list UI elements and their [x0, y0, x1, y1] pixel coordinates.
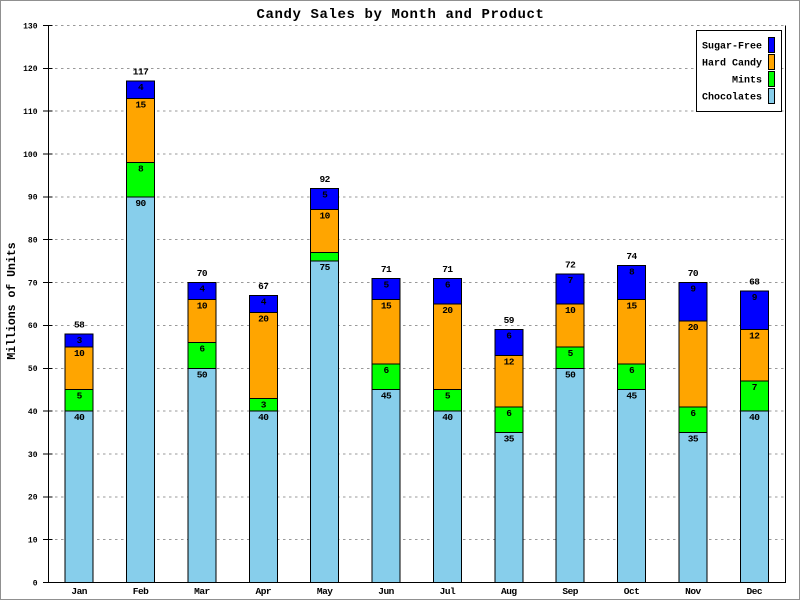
svg-text:5: 5 — [322, 189, 328, 200]
svg-text:6: 6 — [506, 408, 512, 419]
svg-text:Sugar-Free: Sugar-Free — [702, 42, 762, 53]
svg-text:15: 15 — [135, 99, 146, 110]
svg-text:50: 50 — [28, 365, 38, 374]
svg-text:Jan: Jan — [71, 586, 87, 597]
svg-text:58: 58 — [74, 319, 85, 330]
svg-text:120: 120 — [23, 65, 38, 74]
svg-text:74: 74 — [626, 251, 637, 262]
svg-text:6: 6 — [445, 279, 451, 290]
svg-text:35: 35 — [688, 434, 699, 445]
svg-text:20: 20 — [442, 305, 453, 316]
svg-text:Mar: Mar — [194, 586, 210, 597]
svg-text:9: 9 — [690, 284, 696, 295]
svg-text:20: 20 — [688, 322, 699, 333]
svg-text:30: 30 — [28, 451, 38, 460]
svg-text:5: 5 — [77, 391, 83, 402]
svg-text:75: 75 — [319, 262, 330, 273]
svg-text:8: 8 — [629, 266, 635, 277]
svg-text:72: 72 — [565, 260, 576, 271]
svg-text:4: 4 — [261, 296, 267, 307]
svg-text:Apr: Apr — [256, 586, 272, 597]
svg-text:3: 3 — [261, 399, 267, 410]
svg-text:Oct: Oct — [624, 586, 640, 597]
svg-text:Aug: Aug — [501, 586, 517, 597]
svg-text:9: 9 — [752, 292, 758, 303]
svg-text:7: 7 — [568, 275, 574, 286]
svg-text:Sep: Sep — [562, 586, 578, 597]
svg-text:71: 71 — [442, 264, 453, 275]
svg-text:68: 68 — [749, 277, 760, 288]
svg-text:117: 117 — [133, 67, 149, 78]
svg-text:6: 6 — [629, 365, 635, 376]
svg-text:4: 4 — [138, 82, 144, 93]
svg-text:12: 12 — [749, 331, 760, 342]
svg-text:Jul: Jul — [440, 586, 456, 597]
svg-text:7: 7 — [752, 382, 758, 393]
svg-text:110: 110 — [23, 108, 38, 117]
svg-text:50: 50 — [565, 369, 576, 380]
svg-text:45: 45 — [626, 391, 637, 402]
svg-text:20: 20 — [258, 314, 269, 325]
svg-text:10: 10 — [565, 305, 576, 316]
svg-text:70: 70 — [197, 268, 208, 279]
svg-text:8: 8 — [138, 164, 144, 175]
svg-text:40: 40 — [258, 412, 269, 423]
svg-text:40: 40 — [74, 412, 85, 423]
svg-text:5: 5 — [445, 391, 451, 402]
svg-text:90: 90 — [28, 194, 38, 203]
svg-text:10: 10 — [197, 301, 208, 312]
svg-text:6: 6 — [199, 344, 205, 355]
svg-text:12: 12 — [504, 356, 515, 367]
svg-text:80: 80 — [28, 237, 38, 246]
svg-text:Feb: Feb — [133, 586, 149, 597]
svg-text:130: 130 — [23, 22, 38, 31]
svg-text:Dec: Dec — [747, 586, 763, 597]
svg-text:59: 59 — [504, 315, 515, 326]
svg-text:70: 70 — [688, 268, 699, 279]
svg-text:Candy Sales by Month and Produ: Candy Sales by Month and Product — [256, 7, 544, 23]
svg-text:6: 6 — [383, 365, 389, 376]
svg-text:10: 10 — [74, 348, 85, 359]
svg-text:6: 6 — [690, 408, 696, 419]
svg-text:May: May — [317, 586, 333, 597]
svg-text:50: 50 — [197, 369, 208, 380]
svg-text:Millions of Units: Millions of Units — [6, 242, 19, 359]
svg-text:10: 10 — [319, 211, 330, 222]
svg-text:92: 92 — [319, 174, 330, 185]
svg-text:40: 40 — [28, 408, 38, 417]
svg-text:Chocolates: Chocolates — [702, 91, 762, 103]
svg-text:60: 60 — [28, 322, 38, 331]
svg-text:5: 5 — [383, 279, 389, 290]
svg-text:20: 20 — [28, 494, 38, 503]
svg-text:Mints: Mints — [732, 75, 762, 87]
svg-text:6: 6 — [506, 331, 512, 342]
svg-text:15: 15 — [626, 301, 637, 312]
svg-text:15: 15 — [381, 301, 392, 312]
svg-text:40: 40 — [749, 412, 760, 423]
svg-text:4: 4 — [199, 284, 205, 295]
svg-text:67: 67 — [258, 281, 269, 292]
svg-text:35: 35 — [504, 434, 515, 445]
svg-text:10: 10 — [28, 536, 38, 545]
svg-text:Nov: Nov — [685, 586, 701, 597]
svg-text:40: 40 — [442, 412, 453, 423]
svg-text:0: 0 — [33, 579, 38, 588]
svg-text:Jun: Jun — [378, 586, 394, 597]
svg-text:5: 5 — [568, 348, 574, 359]
svg-text:70: 70 — [28, 279, 38, 288]
svg-text:90: 90 — [135, 198, 146, 209]
svg-text:100: 100 — [23, 151, 38, 160]
svg-text:Hard Candy: Hard Candy — [702, 58, 762, 70]
svg-text:3: 3 — [77, 335, 83, 346]
svg-text:45: 45 — [381, 391, 392, 402]
svg-text:71: 71 — [381, 264, 392, 275]
